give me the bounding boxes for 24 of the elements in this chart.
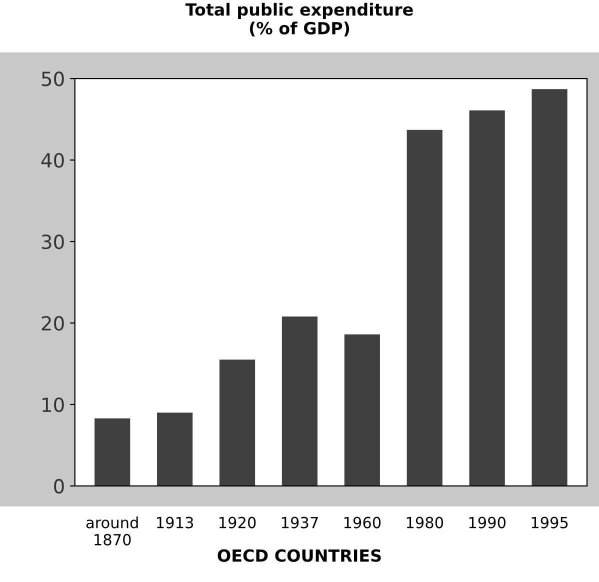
y-tick-label: 30	[42, 234, 64, 250]
y-tick-label: 20	[42, 316, 64, 331]
y-tick-label: 40	[41, 153, 64, 168]
y-tick-label: 10	[42, 397, 64, 412]
x-tick-label: 1990	[469, 516, 506, 528]
x-tick-label: 1913	[157, 516, 194, 528]
bar	[219, 360, 256, 486]
y-tick-label: 50	[42, 72, 64, 86]
x-tick-label: 1920	[220, 516, 256, 528]
bar	[157, 412, 193, 486]
x-tick-label: 1937	[282, 516, 318, 528]
bar	[282, 316, 318, 486]
bar	[532, 89, 568, 486]
chart-title: Total public expenditure (% of GDP)	[185, 2, 413, 36]
y-tick-label: 0	[54, 478, 64, 494]
bar	[344, 334, 380, 486]
bar	[94, 418, 130, 486]
x-tick-label: 1980	[406, 516, 444, 528]
x-tick-label: around 1870	[86, 516, 138, 546]
x-tick-label: 1995	[532, 516, 568, 528]
bar	[406, 130, 442, 486]
bar	[469, 110, 505, 486]
x-tick-label: 1960	[344, 516, 381, 528]
x-axis-title: OECD COUNTRIES	[218, 549, 381, 562]
